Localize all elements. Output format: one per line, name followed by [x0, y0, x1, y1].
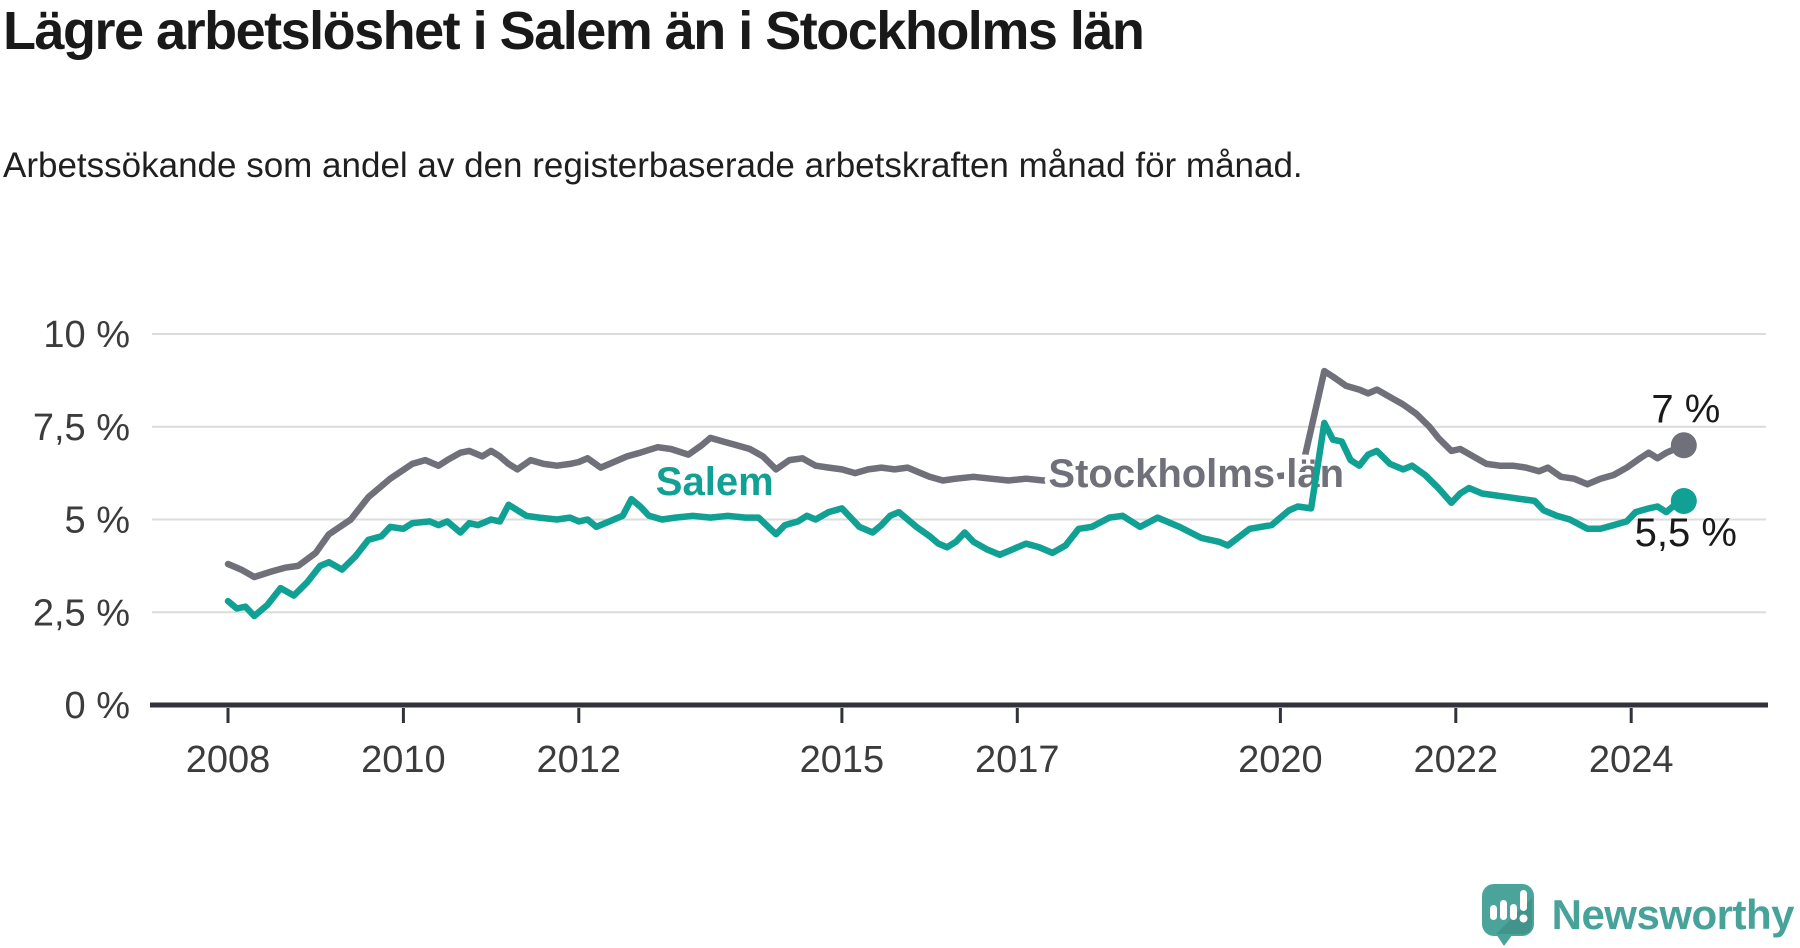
series-end-dot — [1670, 487, 1697, 514]
series-end-dot — [1670, 432, 1697, 459]
series-end-value-label: 7 % — [1651, 387, 1720, 431]
series-name-label: Stockholms län — [1048, 452, 1344, 496]
series-line-salem — [224, 419, 1688, 620]
x-axis-label: 2020 — [1238, 739, 1323, 781]
y-axis-label: 7,5 % — [33, 407, 130, 449]
newsworthy-logo-icon — [1481, 884, 1534, 946]
series-line-stockholms-l-n — [224, 367, 1688, 581]
series-end-value-label: 5,5 % — [1635, 511, 1737, 555]
brand-footer[interactable]: Newsworthy — [1481, 884, 1795, 946]
x-axis-label: 2008 — [186, 739, 271, 781]
x-axis-label: 2022 — [1414, 739, 1499, 781]
y-axis-label: 0 % — [65, 685, 130, 727]
x-axis-label: 2017 — [975, 739, 1060, 781]
page-title: Lägre arbetslöshet i Salem än i Stockhol… — [3, 1, 1145, 61]
chart-subtitle: Arbetssökande som andel av den registerb… — [3, 146, 1303, 185]
series-name-label: Salem — [656, 460, 774, 504]
x-axis-label: 2015 — [800, 739, 885, 781]
x-axis-label: 2010 — [361, 739, 446, 781]
y-axis-label: 5 % — [65, 500, 130, 542]
x-axis-label: 2024 — [1589, 739, 1674, 781]
brand-name: Newsworthy — [1551, 891, 1795, 938]
y-axis-label: 10 % — [43, 314, 130, 356]
y-axis-label: 2,5 % — [33, 592, 130, 634]
x-axis-label: 2012 — [537, 739, 622, 781]
